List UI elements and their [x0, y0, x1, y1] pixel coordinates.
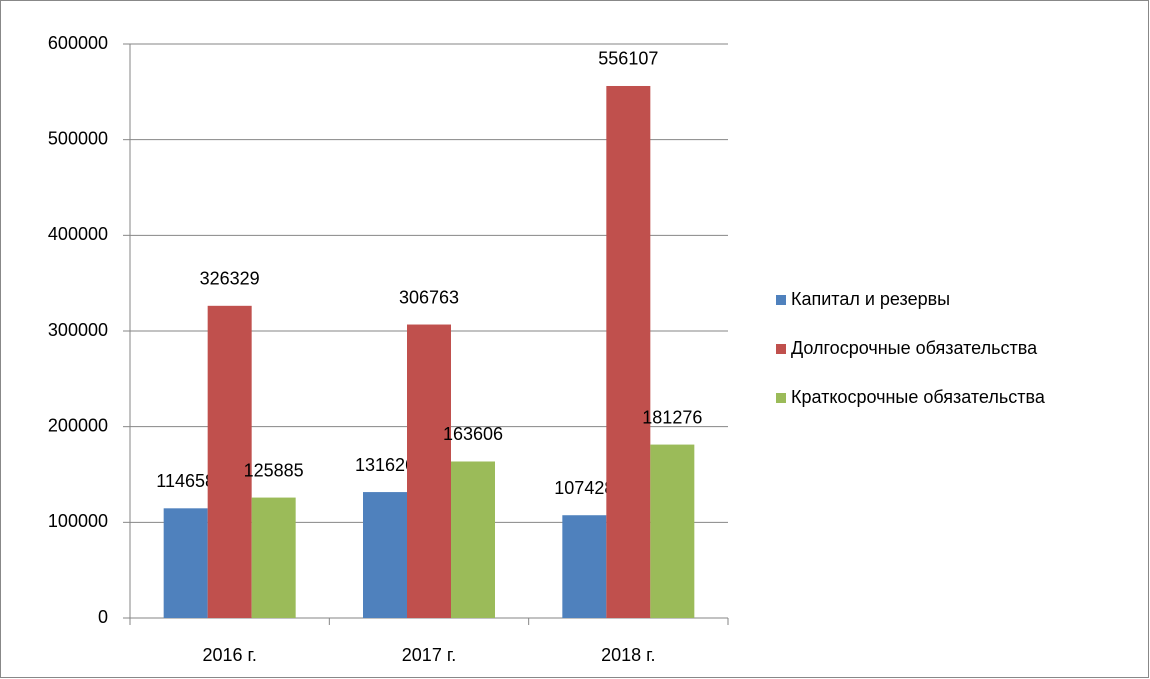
legend-swatch [776, 295, 786, 305]
y-tick-label: 100000 [48, 511, 108, 531]
bar [650, 444, 695, 618]
data-label: 556107 [598, 49, 658, 69]
bar [606, 85, 651, 618]
data-label: 326329 [200, 269, 260, 289]
data-label: 107428 [554, 478, 614, 498]
bar [207, 305, 252, 618]
y-tick-label: 500000 [48, 128, 108, 148]
x-tick-label: 2018 г. [601, 645, 655, 665]
data-label: 181276 [642, 407, 702, 427]
data-label: 114658 [156, 471, 215, 491]
bar [562, 515, 607, 618]
y-tick-label: 300000 [48, 320, 108, 340]
legend-label: Капитал и резервы [791, 289, 950, 309]
bar [163, 508, 208, 618]
y-tick-label: 400000 [48, 224, 108, 244]
y-tick-label: 0 [98, 607, 108, 627]
y-tick-label: 200000 [48, 415, 108, 435]
x-tick-label: 2017 г. [402, 645, 456, 665]
data-label: 131626 [355, 455, 415, 475]
legend-label: Краткосрочные обязательства [791, 387, 1046, 407]
legend-swatch [776, 393, 786, 403]
bar [407, 324, 451, 618]
y-tick-label: 600000 [48, 33, 108, 53]
data-label: 125885 [244, 460, 304, 480]
legend-swatch [776, 344, 786, 354]
x-tick-label: 2016 г. [202, 645, 256, 665]
bar [451, 461, 495, 618]
bar [251, 497, 296, 618]
data-label: 163606 [443, 424, 503, 444]
data-label: 306763 [399, 287, 459, 307]
legend-label: Долгосрочные обязательства [791, 338, 1038, 358]
bar [363, 492, 407, 618]
